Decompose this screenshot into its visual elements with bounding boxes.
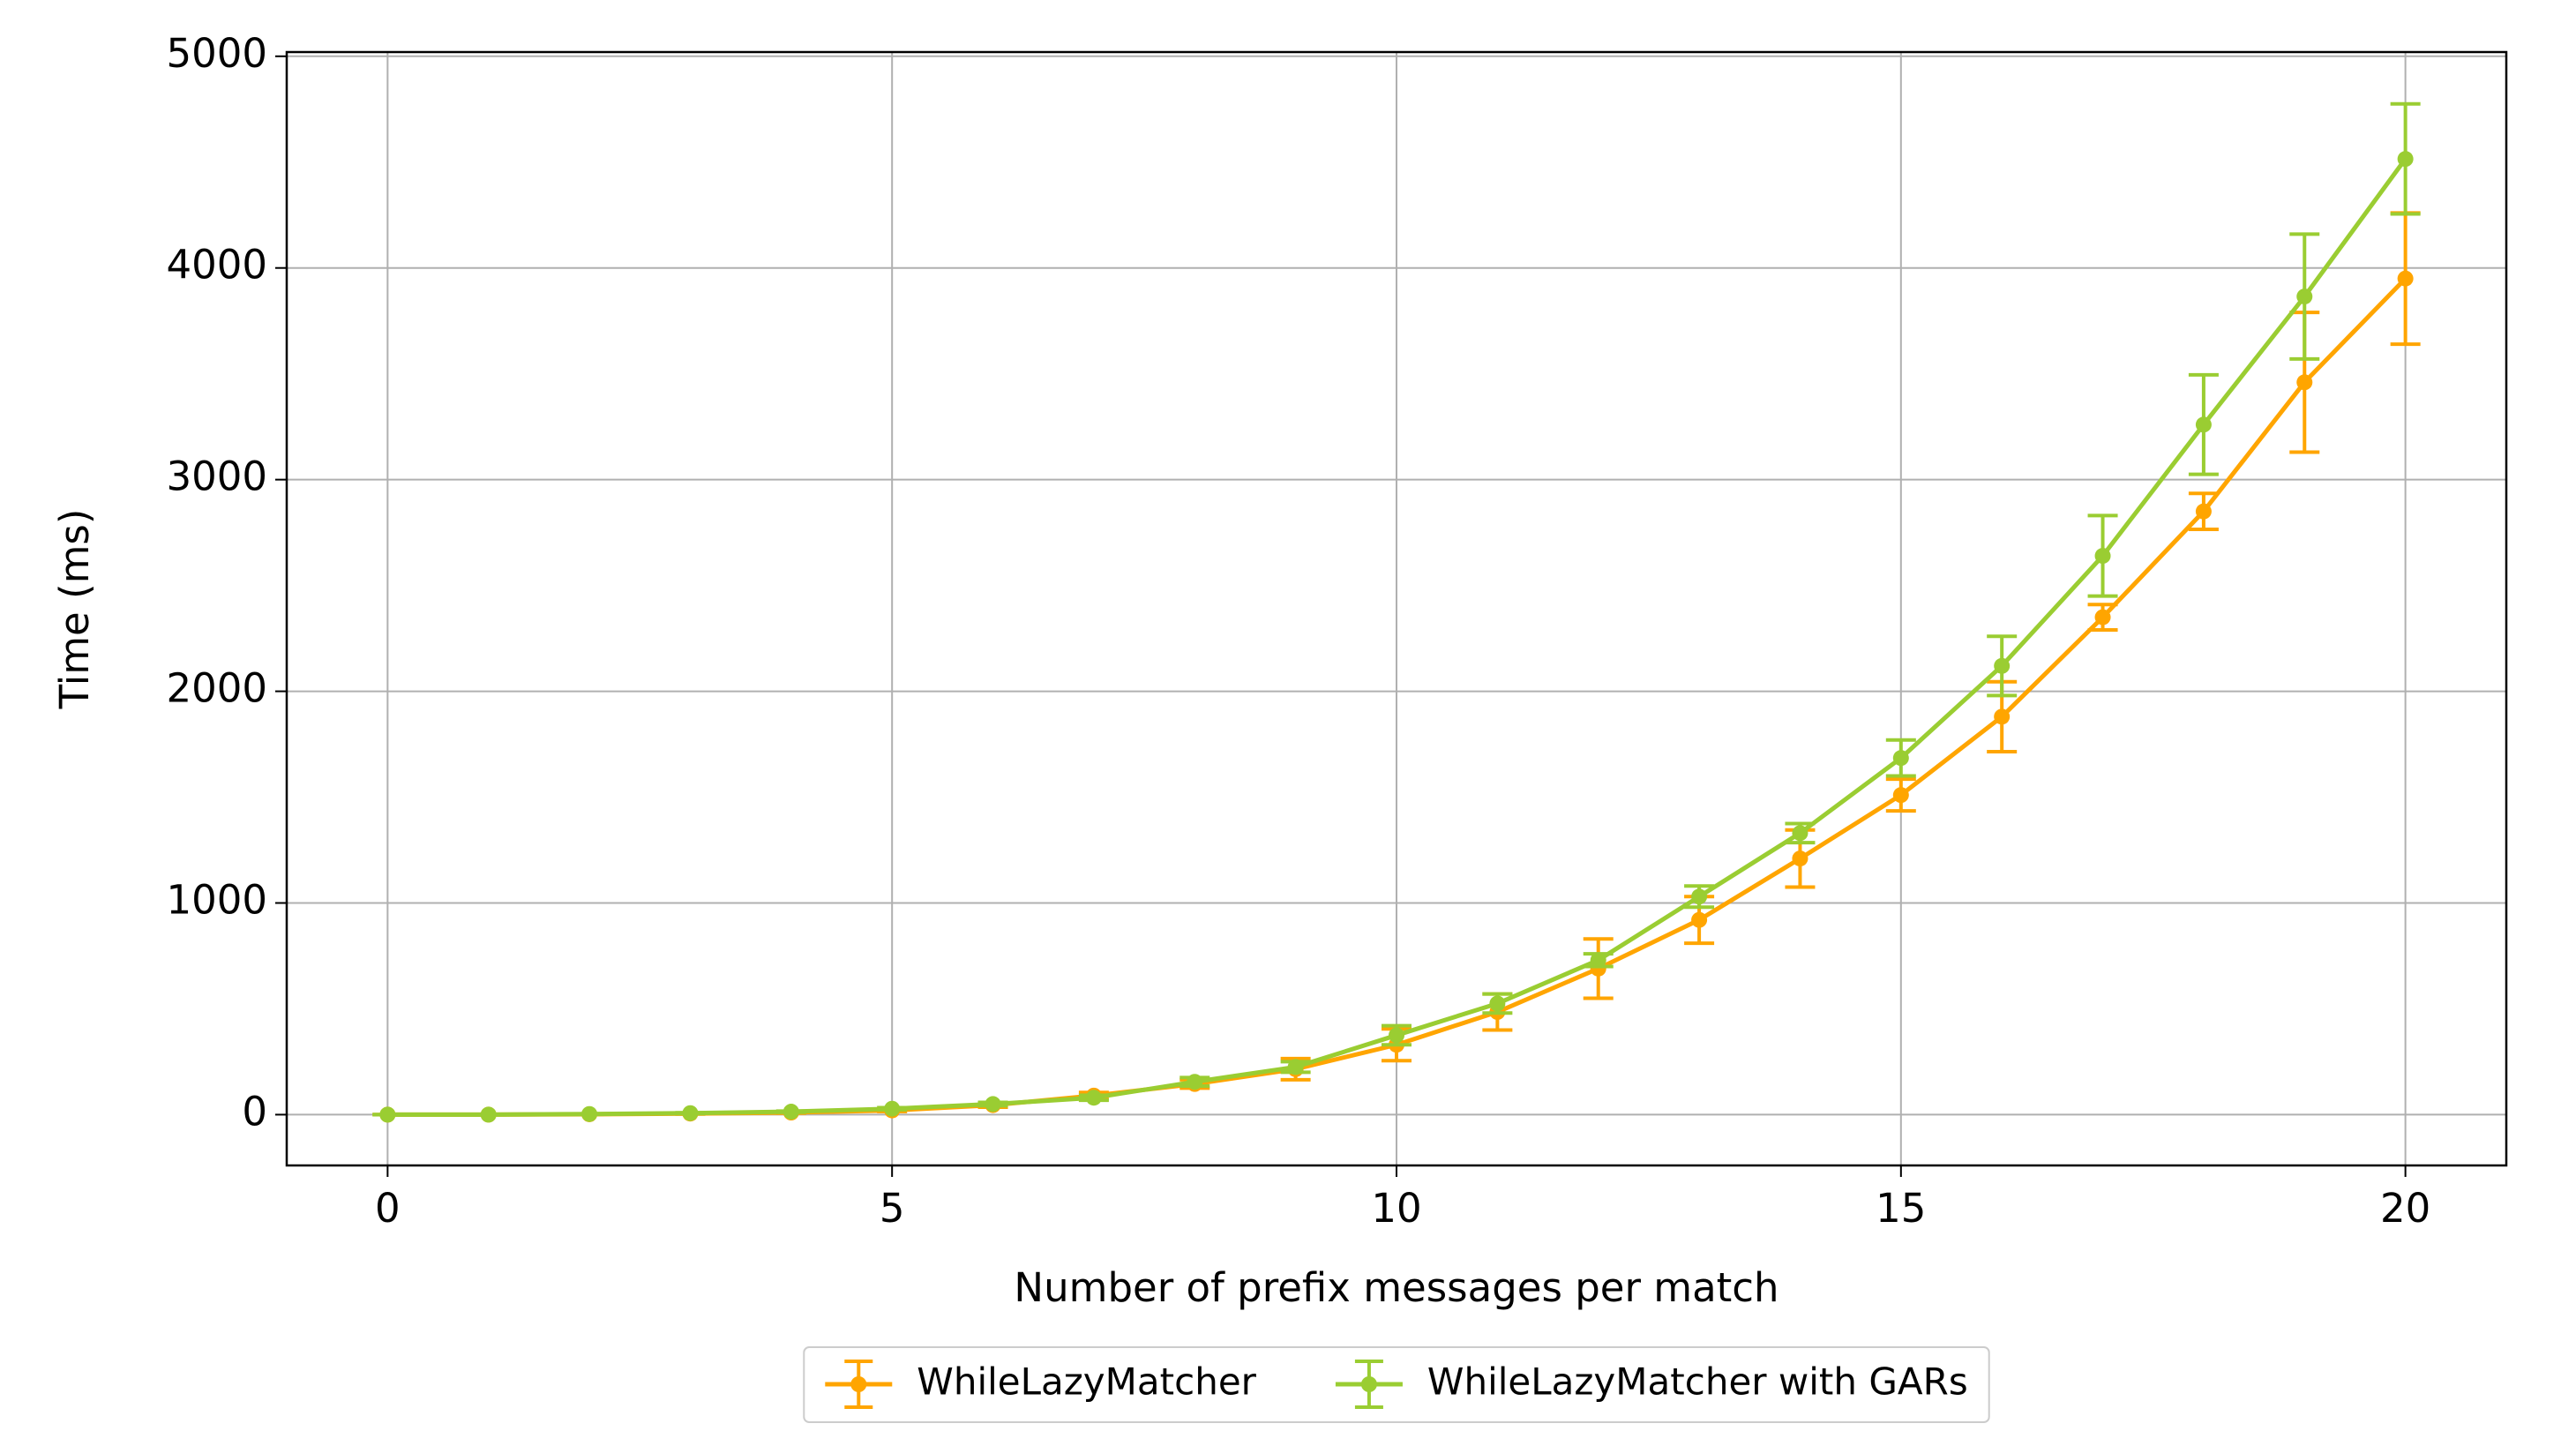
- data-point: [1591, 952, 1606, 968]
- x-tick-label: 5: [880, 1185, 905, 1232]
- data-point: [1086, 1090, 1102, 1105]
- data-point: [2398, 151, 2414, 167]
- x-tick-label: 0: [375, 1185, 401, 1232]
- legend-item: WhileLazyMatcher with GARs: [1336, 1360, 1968, 1408]
- data-point: [1994, 658, 2010, 674]
- data-point: [2296, 288, 2312, 304]
- data-point: [1893, 750, 1909, 766]
- data-point: [2095, 610, 2111, 626]
- data-point: [1792, 825, 1808, 841]
- data-point: [884, 1101, 900, 1117]
- legend-label: WhileLazyMatcher: [917, 1360, 1256, 1404]
- data-point: [481, 1106, 497, 1122]
- y-tick-label: 5000: [166, 30, 267, 77]
- data-point: [783, 1104, 799, 1120]
- y-tick-label: 0: [242, 1088, 267, 1135]
- data-point: [682, 1105, 698, 1121]
- data-point: [1187, 1074, 1202, 1090]
- data-point: [2095, 548, 2111, 564]
- data-point: [2196, 416, 2212, 432]
- x-tick-label: 15: [1876, 1185, 1926, 1232]
- data-point: [1489, 995, 1505, 1011]
- y-tick-label: 4000: [166, 242, 267, 288]
- legend: WhileLazyMatcher WhileLazyMatcher with GA…: [804, 1347, 1988, 1422]
- y-tick-label: 2000: [166, 665, 267, 712]
- legend-marker: [1361, 1376, 1377, 1392]
- legend-marker: [850, 1376, 866, 1392]
- x-tick-label: 10: [1371, 1185, 1421, 1232]
- y-tick-label: 3000: [166, 453, 267, 500]
- data-point: [2296, 374, 2312, 390]
- data-point: [1288, 1059, 1304, 1075]
- data-point: [1389, 1027, 1404, 1043]
- x-tick-label: 20: [2380, 1185, 2430, 1232]
- data-point: [1691, 888, 1707, 904]
- data-point: [379, 1106, 395, 1122]
- data-point: [1994, 708, 2010, 724]
- data-point: [1691, 912, 1707, 928]
- data-point: [2196, 504, 2212, 520]
- legend-label: WhileLazyMatcher with GARs: [1427, 1360, 1968, 1404]
- y-axis-label: Time (ms): [51, 509, 98, 710]
- data-point: [2398, 271, 2414, 287]
- data-point: [985, 1096, 1001, 1112]
- y-tick-label: 1000: [166, 876, 267, 923]
- data-point: [1792, 850, 1808, 866]
- data-point: [581, 1106, 597, 1122]
- x-axis-label: Number of prefix messages per match: [1014, 1264, 1778, 1311]
- data-point: [1893, 787, 1909, 803]
